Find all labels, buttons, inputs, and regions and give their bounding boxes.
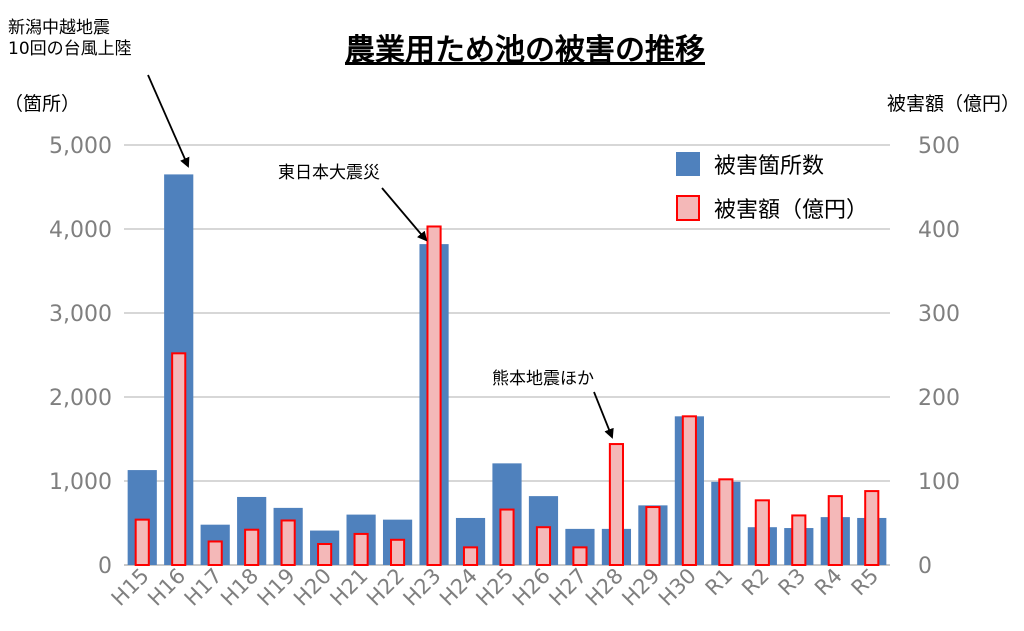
bar-amount-R1: [718, 478, 734, 567]
annotation-arrow: [147, 74, 190, 168]
category-label-R5: R5: [847, 564, 884, 601]
bar-amount-H17: [207, 540, 223, 566]
category-label-H28: H28: [581, 564, 628, 611]
category-label-H15: H15: [107, 564, 154, 611]
bar-amount-H30: [681, 415, 697, 566]
category-label-H29: H29: [617, 564, 664, 611]
category-label-R4: R4: [810, 564, 847, 601]
category-label-H18: H18: [216, 564, 263, 611]
annotation-arrow: [593, 391, 614, 439]
bar-amount-R2: [754, 499, 770, 567]
right-axis-ticks: 0 100 200 300 400 500: [918, 134, 960, 579]
right-tick-label: 100: [918, 470, 960, 495]
bar-amount-H25: [499, 508, 515, 566]
bar-amount-R3: [791, 514, 807, 567]
category-label-H17: H17: [180, 564, 227, 611]
left-tick-label: 2,000: [49, 386, 112, 411]
annotation-text: 10回の台風上陸: [8, 39, 132, 59]
left-axis-ticks: 0 1,000 2,000 3,000 4,000 5,000: [49, 134, 112, 579]
bar-amount-H27: [572, 546, 588, 566]
category-label-R1: R1: [701, 564, 738, 601]
left-tick-label: 5,000: [49, 134, 112, 159]
bar-amount-H22: [390, 538, 406, 566]
category-label-H23: H23: [399, 564, 446, 611]
left-tick-label: 0: [98, 554, 112, 579]
category-label-R2: R2: [737, 564, 774, 601]
chart-title: 農業用ため池の被害の推移: [345, 33, 705, 68]
legend-swatch-count: [676, 152, 700, 176]
legend-label-count: 被害箇所数: [714, 154, 824, 179]
category-label-H21: H21: [326, 564, 373, 611]
bar-amount-H21: [353, 532, 369, 566]
right-tick-label: 300: [918, 302, 960, 327]
bar-amount-H18: [244, 528, 260, 566]
left-tick-label: 1,000: [49, 470, 112, 495]
category-label-H20: H20: [289, 564, 336, 611]
right-tick-label: 500: [918, 134, 960, 159]
category-label-H26: H26: [508, 564, 555, 611]
annotation-text: 熊本地震ほか: [492, 369, 594, 389]
left-axis-unit: （箇所）: [4, 93, 80, 115]
bar-amount-R5: [864, 490, 880, 566]
right-tick-label: 400: [918, 218, 960, 243]
left-tick-label: 3,000: [49, 302, 112, 327]
annotation-arrow: [381, 187, 428, 242]
category-label-H22: H22: [362, 564, 409, 611]
bar-amount-H15: [134, 518, 150, 567]
right-axis-unit: 被害額（億円）: [887, 93, 1020, 115]
category-label-H19: H19: [253, 564, 300, 611]
category-labels: H15H16H17H18H19H20H21H22H23H24H25H26H27H…: [107, 564, 884, 611]
category-label-H27: H27: [544, 564, 591, 611]
legend-swatch-amount: [676, 195, 700, 221]
category-label-H24: H24: [435, 564, 482, 611]
bar-amount-H26: [535, 526, 552, 567]
series-amount-bars: [134, 225, 880, 567]
bar-amount-H20: [317, 543, 333, 566]
annotation-text: 新潟中越地震: [8, 18, 110, 38]
category-label-H30: H30: [654, 564, 701, 611]
bar-amount-H29: [645, 506, 661, 567]
legend-label-amount: 被害額（億円）: [714, 198, 868, 223]
bar-amount-R4: [827, 495, 843, 566]
legend: 被害箇所数 被害額（億円）: [676, 152, 868, 223]
right-tick-label: 200: [918, 386, 960, 411]
category-label-R3: R3: [774, 564, 811, 601]
right-tick-label: 0: [918, 554, 932, 579]
bar-amount-H28: [608, 443, 624, 567]
bar-amount-H19: [280, 519, 296, 566]
bar-amount-H24: [462, 546, 479, 566]
category-label-H25: H25: [472, 564, 519, 611]
annotation-text: 東日本大震災: [278, 163, 380, 183]
left-tick-label: 4,000: [49, 218, 112, 243]
bar-amount-H16: [171, 352, 187, 566]
category-label-H16: H16: [143, 564, 190, 611]
bar-amount-H23: [426, 225, 442, 566]
